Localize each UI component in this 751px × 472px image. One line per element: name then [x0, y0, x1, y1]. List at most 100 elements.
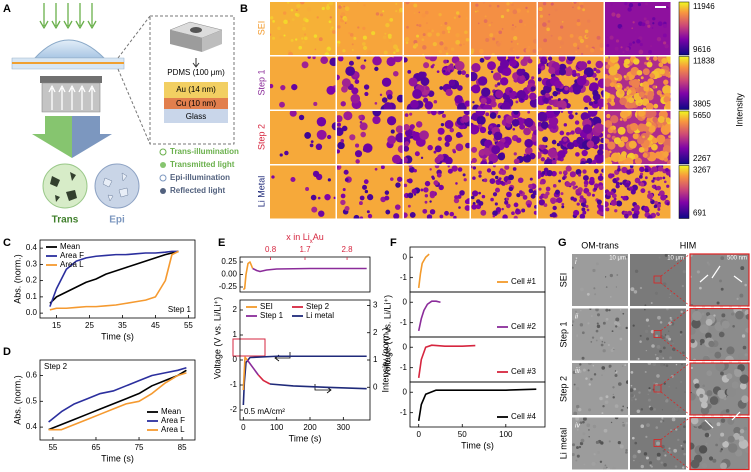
- colorbar-max: 3267: [693, 166, 711, 175]
- map-feature: [533, 210, 537, 215]
- map-feature: [480, 209, 487, 216]
- map-feature: [563, 123, 568, 127]
- row-label: Step 2: [558, 376, 568, 402]
- map-feature: [443, 59, 448, 64]
- map-feature: [593, 183, 599, 189]
- x-tick-label: 300: [337, 423, 351, 432]
- map-feature: [316, 16, 319, 19]
- map-feature: [420, 188, 424, 192]
- map-feature: [657, 116, 665, 124]
- map-feature: [601, 168, 604, 173]
- map-feature: [499, 180, 504, 185]
- map-feature: [641, 22, 646, 27]
- micrograph-grain: [720, 256, 725, 260]
- map-feature: [349, 134, 356, 141]
- micrograph-grain: [670, 318, 673, 321]
- intensity-map: [605, 111, 671, 164]
- intensity-map: [538, 111, 604, 164]
- map-feature: [656, 36, 662, 42]
- map-feature: [270, 83, 274, 89]
- map-feature: [620, 27, 623, 30]
- pdms-hole: [190, 27, 202, 33]
- micrograph-grain: [650, 465, 653, 468]
- map-feature: [497, 152, 506, 161]
- map-feature: [580, 52, 584, 55]
- map-feature: [586, 191, 592, 197]
- map-feature: [445, 88, 453, 97]
- map-feature: [283, 34, 286, 37]
- micrograph-grain: [634, 269, 639, 273]
- axis-arrow: [314, 384, 332, 394]
- map-feature: [523, 23, 527, 27]
- map-feature: [550, 199, 556, 205]
- y-tick-label: -0.25: [219, 282, 238, 291]
- map-feature: [540, 121, 549, 129]
- map-feature: [456, 85, 463, 91]
- map-feature: [523, 127, 531, 136]
- map-feature: [337, 40, 341, 45]
- micrograph-grain: [705, 312, 711, 317]
- map-feature: [651, 184, 656, 189]
- map-feature: [572, 197, 578, 202]
- map-feature: [329, 16, 332, 19]
- micrograph-grain: [639, 340, 642, 343]
- x-tick-label: 35: [118, 321, 127, 330]
- map-feature: [389, 18, 394, 22]
- intensity-map: [605, 2, 671, 55]
- map-feature: [519, 75, 525, 81]
- map-feature: [640, 99, 644, 103]
- map-feature: [610, 115, 619, 124]
- micrograph-grain: [683, 452, 686, 456]
- micrograph-grain: [630, 393, 634, 398]
- colorbar-min: 3805: [693, 100, 711, 109]
- map-feature: [531, 135, 537, 142]
- map-feature: [548, 56, 553, 61]
- map-feature: [305, 187, 310, 191]
- map-feature: [609, 35, 614, 40]
- map-feature: [340, 139, 345, 143]
- map-feature: [386, 56, 396, 67]
- map-feature: [463, 178, 467, 182]
- map-feature: [395, 48, 400, 53]
- map-feature: [538, 151, 542, 159]
- y-tick-label: 0.00: [221, 270, 237, 279]
- micrograph-grain: [701, 462, 708, 469]
- map-feature: [598, 143, 604, 150]
- map-feature: [440, 123, 445, 127]
- micrograph-grain: [684, 391, 686, 394]
- map-feature: [383, 50, 388, 55]
- map-feature: [516, 8, 521, 13]
- map-feature: [471, 157, 477, 164]
- micrograph-grain: [670, 429, 672, 431]
- map-feature: [485, 37, 490, 42]
- map-feature: [478, 170, 482, 175]
- map-feature: [454, 195, 459, 200]
- map-feature: [632, 41, 635, 44]
- map-feature: [487, 130, 493, 135]
- micrograph-grain: [720, 418, 726, 423]
- micrograph-grain: [581, 356, 585, 360]
- intensity-map: [471, 56, 537, 110]
- map-feature: [287, 19, 291, 23]
- map-feature: [587, 111, 598, 117]
- legend-label: Cell #2: [511, 322, 536, 331]
- legend-icon: [159, 174, 167, 182]
- map-feature: [385, 22, 390, 28]
- micrograph-grain: [662, 346, 666, 350]
- map-feature: [637, 123, 646, 132]
- map-feature: [397, 145, 403, 153]
- micrograph-grain: [580, 438, 585, 443]
- map-background: [605, 2, 671, 55]
- map-feature: [634, 157, 643, 164]
- map-feature: [483, 178, 488, 183]
- map-feature: [413, 193, 417, 196]
- map-feature: [513, 111, 519, 115]
- micrograph-grain: [612, 393, 614, 396]
- map-feature: [567, 142, 575, 150]
- map-feature: [388, 38, 392, 43]
- micrograph-grain: [648, 337, 653, 342]
- map-feature: [664, 123, 671, 133]
- map-feature: [487, 61, 496, 71]
- map-feature: [560, 25, 564, 29]
- map-feature: [623, 88, 627, 92]
